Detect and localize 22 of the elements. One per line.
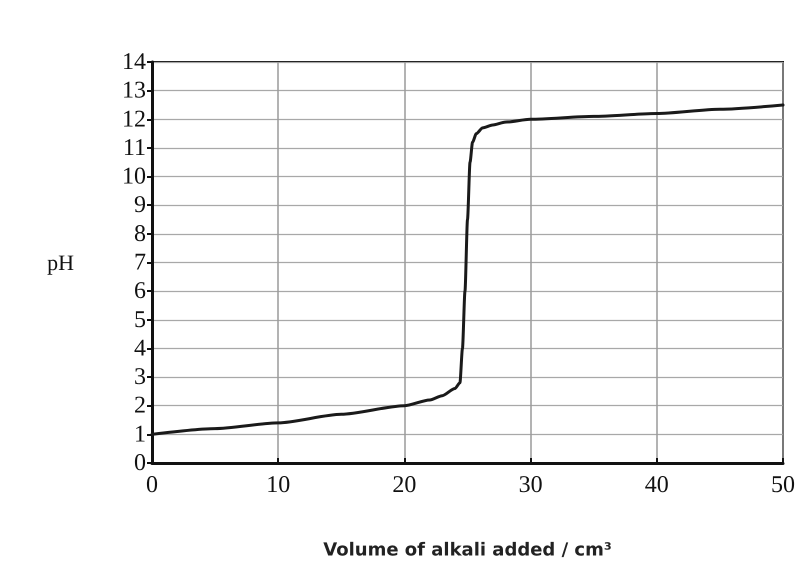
x-tick-label: 10 [266,472,290,498]
y-tick-label: 6 [134,278,146,304]
y-tick-label: 14 [122,49,146,75]
y-tick-label: 13 [122,78,146,104]
y-tick-label: 1 [134,421,146,448]
y-tick-label: 3 [134,364,146,390]
y-tick-label: 10 [122,164,146,190]
y-tick-label: 8 [134,220,146,247]
y-tick-label: 2 [134,392,146,419]
y-tick-label: 4 [134,335,146,362]
y-tick-label: 7 [134,250,146,276]
y-tick-label: 11 [122,134,146,161]
y-axis-title: pH [47,250,74,275]
x-tick-label: 30 [518,472,543,498]
x-tick-label: 50 [771,472,795,498]
y-tick-label: 9 [134,192,146,218]
y-tick-label: 12 [122,106,146,132]
x-axis-title: Volume of alkali added / cm³ [323,540,612,560]
y-tick-label: 0 [134,450,146,476]
y-tick-label: 5 [134,306,146,333]
x-tick-label: 40 [644,472,669,498]
x-tick-label: 20 [392,472,416,498]
